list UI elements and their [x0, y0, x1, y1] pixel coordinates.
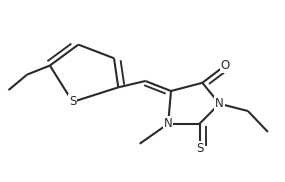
- Text: S: S: [69, 95, 76, 108]
- Text: N: N: [215, 97, 224, 110]
- Text: N: N: [164, 117, 172, 130]
- Text: S: S: [196, 142, 203, 155]
- Text: O: O: [221, 59, 230, 72]
